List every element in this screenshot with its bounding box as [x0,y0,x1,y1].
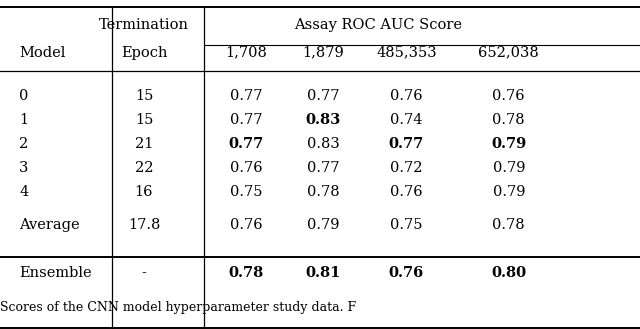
Text: 1,879: 1,879 [302,46,344,60]
Text: 15: 15 [135,89,153,103]
Text: 22: 22 [135,161,153,175]
Text: 0.76: 0.76 [230,161,262,175]
Text: 0.74: 0.74 [390,113,422,127]
Text: 0.77: 0.77 [230,89,262,103]
Text: 0.77: 0.77 [388,137,424,151]
Text: 0.83: 0.83 [307,137,340,151]
Text: 3: 3 [19,161,29,175]
Text: 0.80: 0.80 [492,266,526,280]
Text: 21: 21 [135,137,153,151]
Text: 0.79: 0.79 [493,161,525,175]
Text: 485,353: 485,353 [376,46,436,60]
Text: 0.76: 0.76 [493,89,525,103]
Text: Epoch: Epoch [121,46,167,60]
Text: 0.78: 0.78 [228,266,264,280]
Text: 0.78: 0.78 [307,185,339,199]
Text: 2: 2 [19,137,28,151]
Text: 0.77: 0.77 [228,137,264,151]
Text: Ensemble: Ensemble [19,266,92,280]
Text: Average: Average [19,218,80,232]
Text: Termination: Termination [99,18,189,32]
Text: 1,708: 1,708 [225,46,268,60]
Text: 1: 1 [19,113,28,127]
Text: 0.79: 0.79 [307,218,339,232]
Text: 0.76: 0.76 [390,89,422,103]
Text: 0.79: 0.79 [491,137,527,151]
Text: 0.75: 0.75 [230,185,262,199]
Text: 0.76: 0.76 [230,218,262,232]
Text: 0.75: 0.75 [390,218,422,232]
Text: Model: Model [19,46,65,60]
Text: 0.77: 0.77 [307,161,339,175]
Text: 0.79: 0.79 [493,185,525,199]
Text: 0.78: 0.78 [493,218,525,232]
Text: 0.81: 0.81 [305,266,341,280]
Text: -: - [141,266,147,280]
Text: 0.78: 0.78 [493,113,525,127]
Text: 0.77: 0.77 [230,113,262,127]
Text: 0: 0 [19,89,29,103]
Text: 0.83: 0.83 [305,113,341,127]
Text: 17.8: 17.8 [128,218,160,232]
Text: 4: 4 [19,185,28,199]
Text: 652,038: 652,038 [479,46,539,60]
Text: 15: 15 [135,113,153,127]
Text: 0.77: 0.77 [307,89,339,103]
Text: 16: 16 [135,185,153,199]
Text: Scores of the CNN model hyperparameter study data. F: Scores of the CNN model hyperparameter s… [0,301,356,314]
Text: 0.76: 0.76 [390,185,422,199]
Text: 0.76: 0.76 [388,266,424,280]
Text: Assay ROC AUC Score: Assay ROC AUC Score [294,18,461,32]
Text: 0.72: 0.72 [390,161,422,175]
